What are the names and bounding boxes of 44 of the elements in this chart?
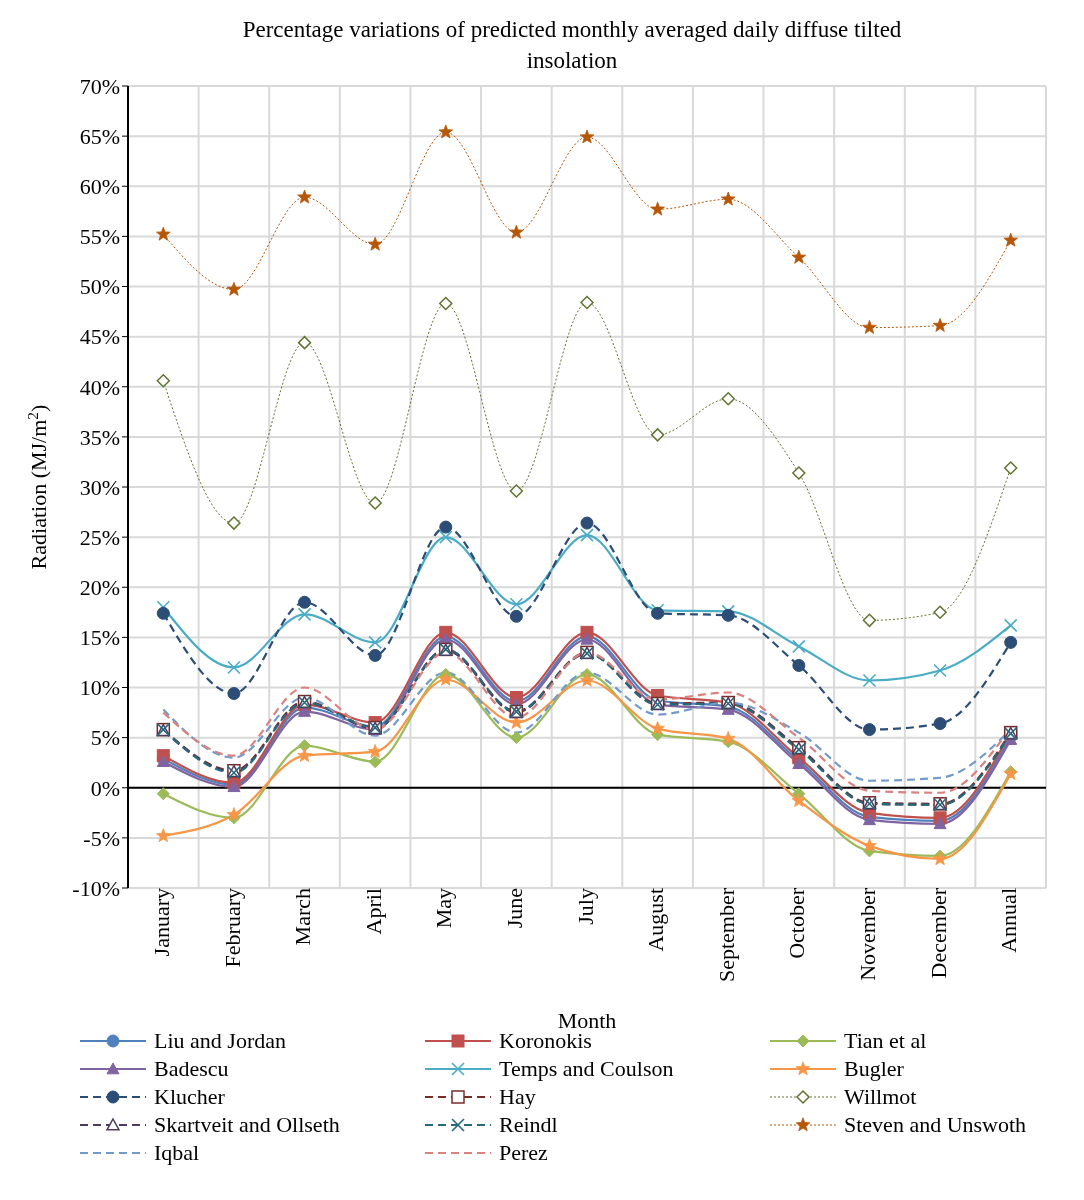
y-tick-label: 0% xyxy=(90,775,120,801)
x-tick-label: November xyxy=(855,887,881,981)
y-tick-label: -5% xyxy=(83,825,120,851)
y-tick-label: -10% xyxy=(72,875,120,901)
legend-label: Iqbal xyxy=(154,1140,200,1166)
legend-label: Steven and Unswoth xyxy=(844,1112,1027,1138)
y-tick-label: 60% xyxy=(79,174,120,200)
legend-label: Willmot xyxy=(844,1084,917,1110)
x-tick-label: May xyxy=(431,888,457,929)
y-tick-label: 70% xyxy=(79,73,120,99)
x-tick-label: December xyxy=(925,887,951,979)
legend-label: Perez xyxy=(499,1140,548,1166)
y-tick-label: 55% xyxy=(79,224,120,250)
legend-label: Liu and Jordan xyxy=(154,1028,286,1054)
legend-label: Reindl xyxy=(499,1112,558,1138)
x-tick-label: February xyxy=(219,888,245,968)
legend-label: Klucher xyxy=(154,1084,225,1110)
legend-label: Skartveit and Ollseth xyxy=(154,1112,340,1138)
x-tick-label: September xyxy=(713,887,739,983)
y-tick-label: 5% xyxy=(90,725,120,751)
chart-title: Percentage variations of predicted monthly averaged daily diffuse tilted insolation xyxy=(241,16,903,75)
x-tick-label: March xyxy=(290,888,316,946)
y-tick-label: 30% xyxy=(79,474,120,500)
y-tick-label: 40% xyxy=(79,374,120,400)
y-tick-label: 10% xyxy=(79,675,120,701)
y-tick-label: 35% xyxy=(79,424,120,450)
y-tick-label: 15% xyxy=(79,625,120,651)
x-tick-label: July xyxy=(572,888,598,925)
x-tick-label: January xyxy=(148,888,174,957)
legend-label: Bugler xyxy=(844,1056,904,1082)
y-tick-label: 25% xyxy=(79,524,120,550)
legend-label: Hay xyxy=(499,1084,536,1110)
legend-label: Tian et al xyxy=(844,1028,927,1054)
y-tick-label: 20% xyxy=(79,575,120,601)
legend-label: Temps and Coulson xyxy=(499,1056,674,1082)
x-tick-label: August xyxy=(643,888,669,952)
x-tick-label: Annual xyxy=(996,888,1022,953)
legend-label: Badescu xyxy=(154,1056,229,1082)
y-tick-label: 50% xyxy=(79,274,120,300)
x-tick-label: June xyxy=(502,888,527,929)
x-tick-label: April xyxy=(360,888,386,935)
y-tick-label: 65% xyxy=(79,123,120,149)
x-tick-label: October xyxy=(784,887,810,959)
y-tick-label: 45% xyxy=(79,324,120,350)
